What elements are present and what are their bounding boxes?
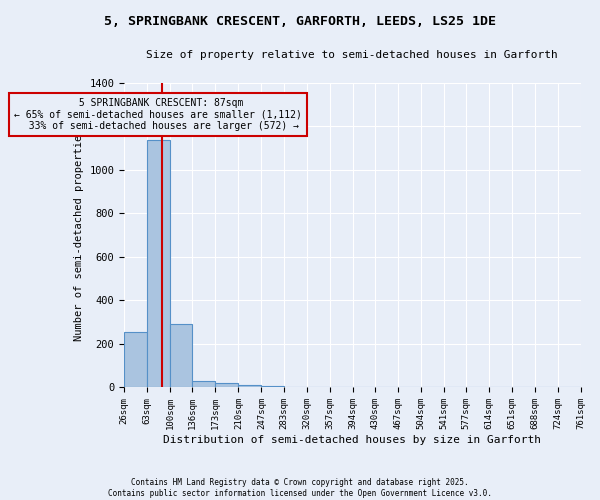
Bar xyxy=(170,324,193,388)
X-axis label: Distribution of semi-detached houses by size in Garforth: Distribution of semi-detached houses by … xyxy=(163,435,541,445)
Bar xyxy=(147,140,170,388)
Y-axis label: Number of semi-detached properties: Number of semi-detached properties xyxy=(74,129,84,342)
Bar xyxy=(262,386,284,388)
Text: 5 SPRINGBANK CRESCENT: 87sqm
← 65% of semi-detached houses are smaller (1,112)
 : 5 SPRINGBANK CRESCENT: 87sqm ← 65% of se… xyxy=(14,98,302,132)
Text: 5, SPRINGBANK CRESCENT, GARFORTH, LEEDS, LS25 1DE: 5, SPRINGBANK CRESCENT, GARFORTH, LEEDS,… xyxy=(104,15,496,28)
Title: Size of property relative to semi-detached houses in Garforth: Size of property relative to semi-detach… xyxy=(146,50,558,60)
Bar xyxy=(124,332,147,388)
Text: Contains HM Land Registry data © Crown copyright and database right 2025.
Contai: Contains HM Land Registry data © Crown c… xyxy=(108,478,492,498)
Bar xyxy=(215,383,238,388)
Bar xyxy=(193,381,215,388)
Bar xyxy=(238,386,262,388)
